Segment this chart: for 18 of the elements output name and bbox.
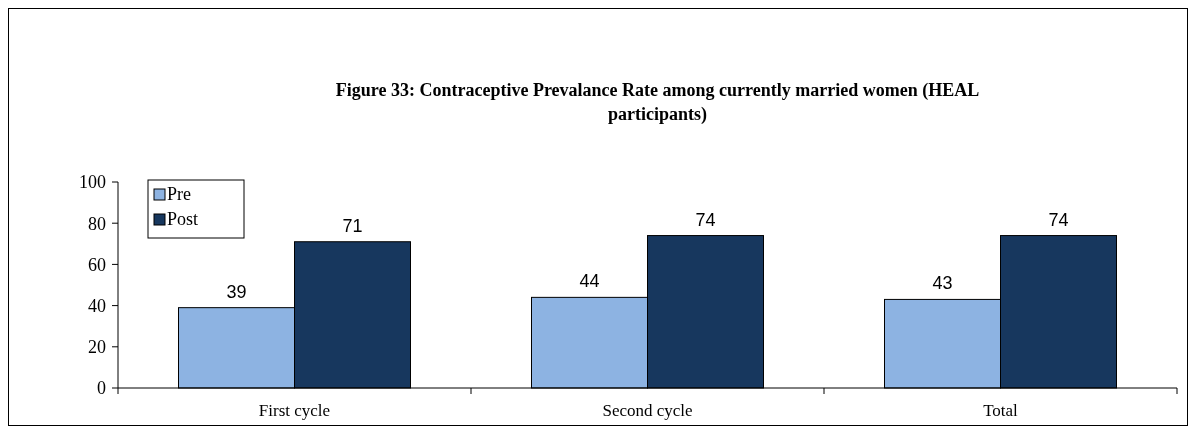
y-tick-label: 40 [88,295,106,316]
data-label: 43 [932,273,953,294]
y-tick-label: 80 [88,213,106,234]
y-tick-label: 60 [88,254,106,275]
data-label: 74 [695,209,716,230]
data-label: 74 [1048,209,1069,230]
y-tick-label: 20 [88,337,106,358]
y-tick-label: 100 [79,172,106,193]
legend-label: Post [167,209,199,229]
data-label: 71 [342,215,363,236]
data-label: 44 [579,271,600,292]
chart-title: Figure 33: Contraceptive Prevalance Rate among currently married women (HEAL participants) [335,80,980,125]
y-tick-label: 0 [97,378,106,399]
x-tick-label: Total [983,401,1019,420]
data-label: 39 [226,281,247,302]
legend-label: Pre [167,184,191,204]
x-tick-label: First cycle [258,401,331,420]
x-tick-label: Second cycle [602,401,693,420]
